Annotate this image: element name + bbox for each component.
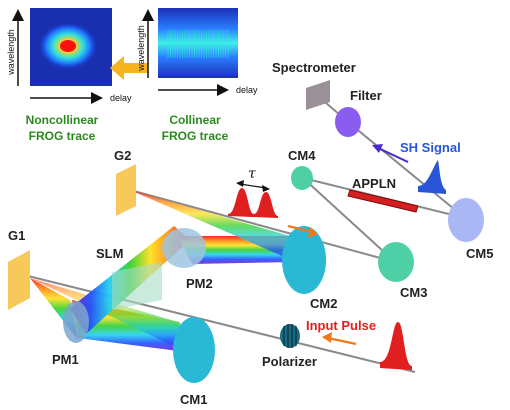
noncollinear-frog-trace [30, 8, 112, 86]
spectrometer [306, 80, 330, 110]
collinear-x-axis-label: delay [236, 85, 258, 95]
collinear-frog-trace [158, 8, 238, 78]
noncollinear-y-axis-label: wavelength [6, 29, 16, 76]
collinear-title-line1: Collinear [169, 113, 221, 127]
label-polarizer: Polarizer [262, 354, 317, 369]
label-cm3: CM3 [400, 285, 427, 300]
input-direction-arrow [322, 332, 357, 346]
label-sh-signal: SH Signal [400, 140, 461, 155]
prism-mirror-pm2 [162, 228, 206, 268]
appln-crystal [347, 189, 419, 213]
spatial-light-modulator [112, 262, 162, 310]
collinear-title-line2: FROG trace [162, 129, 229, 143]
grating-g1 [8, 250, 30, 310]
label-appln: APPLN [352, 176, 396, 191]
label-spectrometer: Spectrometer [272, 60, 356, 75]
label-tau: τ [248, 166, 256, 182]
label-g1: G1 [8, 228, 25, 243]
label-g2: G2 [114, 148, 131, 163]
filter [335, 107, 361, 137]
tau-delay-arrow [236, 180, 270, 192]
curved-mirror-cm3 [378, 242, 414, 282]
prism-mirror-pm1 [63, 301, 89, 343]
noncollinear-x-axis-label: delay [110, 93, 132, 103]
label-cm5: CM5 [466, 246, 493, 261]
noncollinear-title-line1: Noncollinear [26, 113, 99, 127]
curved-mirror-cm1 [173, 317, 215, 383]
noncollinear-title-line2: FROG trace [29, 129, 96, 143]
input-pulse-shape [380, 322, 412, 370]
polarizer [280, 324, 300, 348]
sh-signal-pulse [418, 160, 446, 194]
curved-mirror-cm2 [282, 226, 326, 294]
label-cm1: CM1 [180, 392, 207, 407]
dispersed-beam-g2 [130, 190, 296, 262]
curved-mirror-cm4 [291, 166, 313, 190]
collinear-y-axis-label: wavelength [136, 25, 146, 72]
sh-direction-arrow [372, 144, 409, 163]
pulse-direction-arrow [287, 224, 318, 238]
label-filter: Filter [350, 88, 382, 103]
label-pm2: PM2 [186, 276, 213, 291]
label-slm: SLM [96, 246, 123, 261]
grating-g2 [116, 164, 136, 216]
label-pm1: PM1 [52, 352, 79, 367]
label-cm2: CM2 [310, 296, 337, 311]
label-input-pulse: Input Pulse [306, 318, 376, 333]
label-cm4: CM4 [288, 148, 316, 163]
curved-mirror-cm5 [448, 198, 484, 242]
double-pulse-shape [228, 188, 278, 218]
frog-conversion-arrow [110, 56, 148, 80]
